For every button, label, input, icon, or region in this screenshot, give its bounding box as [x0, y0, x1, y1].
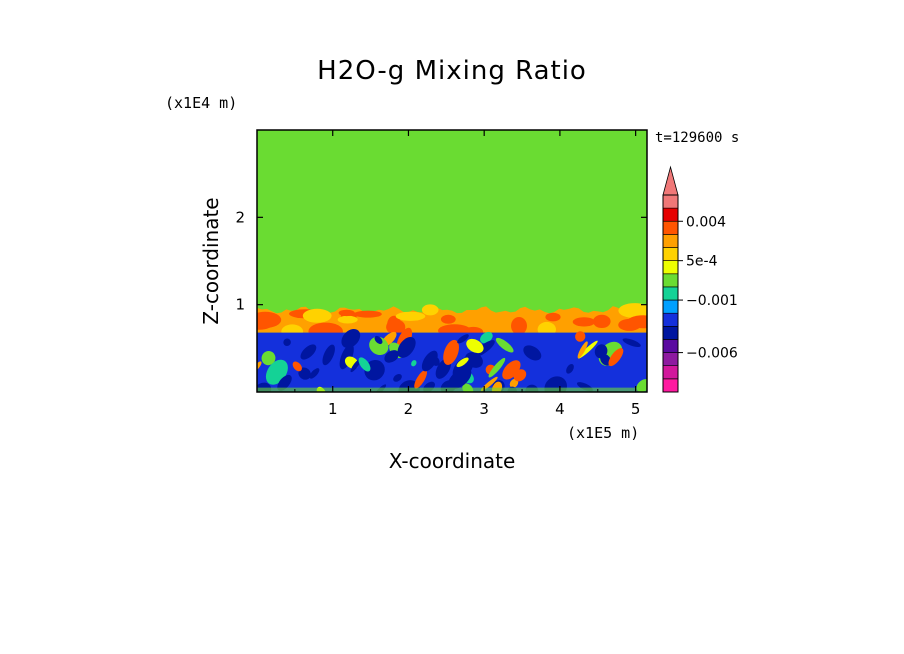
boundary-eddy — [544, 376, 567, 392]
boundary-eddy — [374, 335, 383, 345]
boundary-eddy — [495, 337, 514, 353]
boundary-eddy — [350, 358, 362, 373]
boundary-eddy — [577, 341, 588, 359]
colorbar-swatch — [662, 234, 679, 248]
boundary-eddy — [309, 368, 320, 379]
boundary-eddy — [578, 340, 598, 359]
colorbar-swatch — [662, 325, 679, 340]
transition-fleck — [545, 312, 561, 322]
boundary-eddy — [448, 367, 472, 390]
boundary-eddy — [283, 338, 291, 347]
x-tick-label: 5 — [631, 400, 641, 418]
boundary-eddy — [502, 360, 521, 380]
surface-strip — [257, 387, 647, 392]
boundary-eddy — [393, 373, 402, 382]
boundary-eddy — [384, 350, 399, 363]
plot-axes: 1 2 3 4 5 1 2 — [235, 130, 647, 418]
boundary-eddy — [466, 338, 484, 354]
boundary-eddy — [339, 344, 354, 370]
colorbar-swatch — [662, 273, 679, 288]
colorbar-swatch — [662, 260, 679, 275]
colorbar-frame — [662, 194, 679, 393]
boundary-eddy — [509, 378, 519, 388]
boundary-eddy — [341, 329, 361, 348]
boundary-eddy — [300, 344, 317, 360]
boundary-eddy — [369, 336, 389, 356]
transition-fleck — [593, 314, 611, 328]
plot-frame — [256, 129, 648, 393]
x-tick-label: 2 — [404, 400, 414, 418]
colorbar-label: −0.006 — [686, 346, 738, 362]
transition-fleck — [626, 315, 647, 329]
transition-fleck — [572, 317, 596, 327]
boundary-eddy — [622, 338, 641, 348]
transition-fleck — [337, 315, 358, 324]
boundary-eddy — [456, 357, 469, 368]
z-tick-label: 2 — [235, 208, 245, 226]
time-label: t=129600 s — [655, 130, 740, 146]
colorbar-swatch — [662, 299, 679, 314]
colorbar-swatch — [662, 221, 679, 235]
colorbar-label: 5e-4 — [686, 254, 718, 270]
transition-fleck — [440, 314, 456, 324]
chart-title: H2O-g Mixing Ratio — [317, 56, 587, 86]
z-tick-label: 1 — [235, 296, 245, 314]
transition-fleck — [354, 310, 382, 318]
boundary-eddy — [322, 344, 335, 366]
transition-fleck — [618, 303, 647, 319]
x-tick-label: 4 — [555, 400, 565, 418]
boundary-eddy — [523, 345, 542, 361]
transition-fleck — [338, 309, 355, 317]
boundary-eddy — [575, 331, 586, 342]
transition-fleck — [421, 304, 439, 316]
x-tick-label: 1 — [328, 400, 338, 418]
transition-fleck — [511, 317, 527, 335]
boundary-eddy — [443, 339, 459, 365]
boundary-eddy — [600, 354, 612, 366]
contour-field — [257, 130, 647, 392]
x-axis-label: X-coordinate — [388, 449, 516, 473]
x-axis-unit: (x1E5 m) — [567, 424, 640, 442]
boundary-eddy — [292, 361, 302, 372]
colorbar-swatch — [662, 339, 679, 353]
boundary-eddy — [414, 370, 427, 389]
colorbar-label: 0.004 — [686, 214, 726, 230]
boundary-eddy — [608, 348, 624, 367]
colorbar: 0.004 5e-4 −0.001 −0.006 — [662, 165, 738, 393]
colorbar-swatch — [662, 207, 679, 222]
colorbar-label: −0.001 — [686, 293, 738, 309]
colorbar-swatch — [662, 365, 679, 380]
colorbar-swatch — [662, 312, 679, 327]
boundary-eddy — [358, 357, 371, 372]
z-axis-unit: (x1E4 m) — [165, 94, 238, 112]
boundary-eddy — [298, 367, 311, 380]
colorbar-extend-arrow — [662, 165, 679, 196]
colorbar-swatch — [662, 247, 679, 261]
colorbar-swatch — [662, 286, 679, 301]
transition-fleck — [302, 308, 332, 323]
boundary-eddy — [566, 363, 574, 374]
transition-fleck — [395, 311, 426, 321]
boundary-eddy — [513, 369, 527, 382]
boundary-eddy — [397, 336, 416, 358]
transition-fleck — [257, 311, 282, 328]
transition-fleck — [386, 319, 406, 335]
boundary-eddy — [488, 357, 506, 378]
boundary-eddy — [261, 351, 276, 366]
boundary-eddy — [480, 376, 498, 392]
colorbar-swatch — [662, 378, 679, 393]
boundary-eddy — [480, 331, 493, 344]
boundary-eddy — [457, 334, 469, 344]
colorbar-swatch — [662, 352, 679, 367]
x-tick-label: 3 — [479, 400, 489, 418]
colorbar-swatch — [662, 194, 679, 209]
boundary-eddy — [421, 350, 438, 372]
boundary-eddy — [277, 374, 292, 391]
boundary-eddy — [411, 360, 417, 367]
